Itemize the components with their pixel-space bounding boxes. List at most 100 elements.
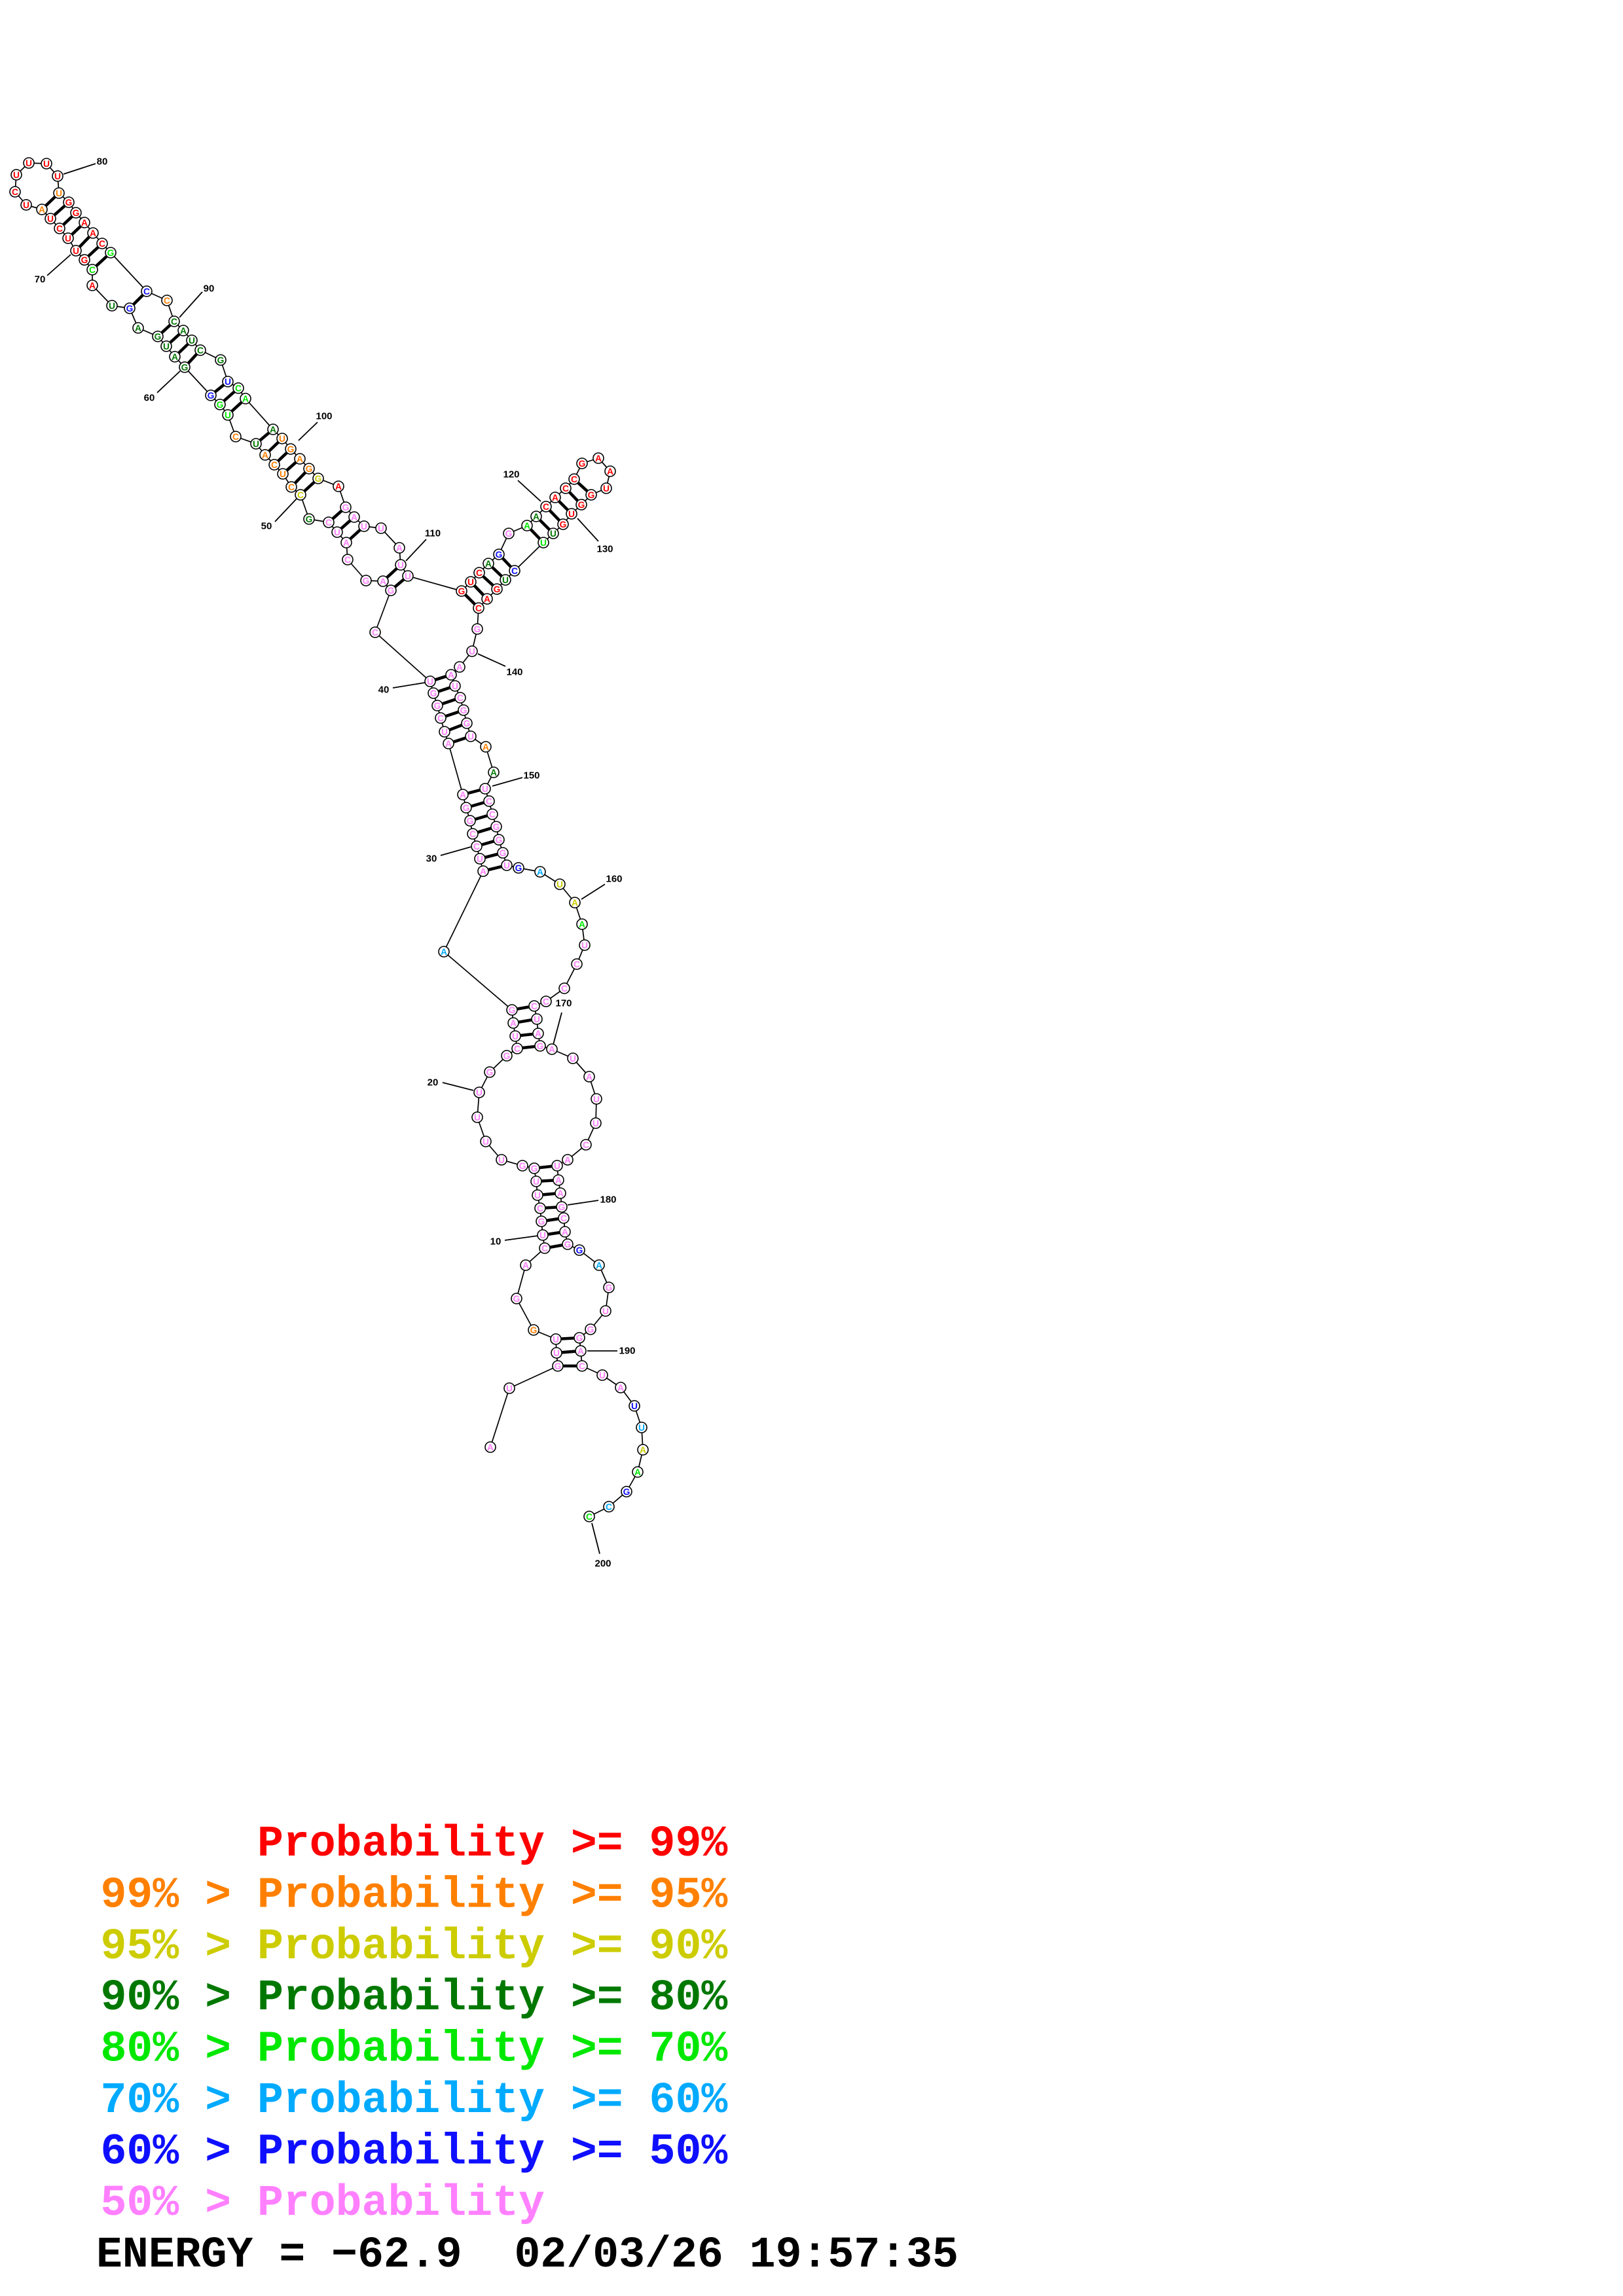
- svg-text:A: A: [262, 450, 268, 460]
- svg-text:U: U: [397, 560, 404, 570]
- svg-text:G: G: [342, 503, 350, 512]
- svg-text:G: G: [493, 822, 500, 832]
- svg-text:A: A: [549, 1045, 555, 1054]
- svg-text:U: U: [65, 234, 71, 243]
- svg-text:99% > Probability >= 95%: 99% > Probability >= 95%: [101, 1871, 728, 1920]
- svg-text:U: U: [54, 171, 61, 181]
- svg-text:U: U: [474, 1113, 481, 1122]
- svg-text:C: C: [511, 566, 518, 576]
- svg-text:C: C: [579, 1361, 585, 1371]
- svg-text:A: A: [483, 742, 489, 752]
- svg-text:G: G: [576, 1246, 583, 1255]
- svg-text:C: C: [372, 628, 378, 637]
- svg-text:U: U: [568, 509, 575, 519]
- svg-text:G: G: [315, 474, 322, 484]
- svg-text:C: C: [12, 187, 18, 197]
- svg-text:U: U: [467, 577, 474, 587]
- svg-text:U: U: [550, 529, 556, 539]
- svg-text:C: C: [288, 482, 295, 492]
- svg-text:U: U: [556, 880, 563, 889]
- svg-text:U: U: [43, 159, 50, 169]
- svg-text:U: U: [498, 1155, 505, 1165]
- svg-text:U: U: [599, 1371, 606, 1380]
- svg-text:U: U: [553, 1348, 560, 1358]
- svg-text:G: G: [126, 304, 134, 314]
- svg-text:110: 110: [425, 528, 441, 539]
- svg-text:U: U: [56, 188, 62, 198]
- svg-text:C: C: [489, 810, 496, 819]
- svg-text:G: G: [474, 624, 481, 634]
- svg-text:U: U: [570, 1054, 576, 1064]
- svg-text:U: U: [503, 861, 510, 870]
- svg-text:A: A: [335, 482, 342, 492]
- svg-text:G: G: [306, 514, 313, 524]
- svg-text:C: C: [271, 460, 278, 470]
- svg-text:130: 130: [596, 544, 613, 555]
- svg-text:G: G: [564, 1240, 572, 1249]
- svg-text:C: C: [143, 287, 150, 296]
- svg-text:A: A: [572, 898, 578, 908]
- svg-text:U: U: [534, 1191, 541, 1200]
- svg-text:G: G: [65, 198, 73, 207]
- svg-text:A: A: [445, 739, 452, 749]
- svg-text:U: U: [593, 1119, 599, 1128]
- svg-text:A: A: [634, 1467, 641, 1477]
- svg-text:U: U: [593, 1094, 600, 1104]
- svg-text:U: U: [467, 732, 474, 742]
- svg-text:U: U: [405, 571, 411, 581]
- svg-text:C: C: [344, 555, 351, 565]
- svg-text:G: G: [464, 719, 471, 728]
- svg-text:95% > Probability >= 90%: 95% > Probability >= 90%: [101, 1922, 728, 1971]
- svg-text:A: A: [595, 454, 602, 463]
- svg-text:G: G: [460, 706, 467, 715]
- svg-text:C: C: [586, 1512, 593, 1522]
- svg-text:A: A: [487, 1443, 494, 1452]
- svg-text:C: C: [469, 829, 476, 839]
- svg-text:G: G: [287, 444, 295, 454]
- svg-text:G: G: [363, 576, 370, 586]
- svg-text:160: 160: [606, 874, 622, 885]
- svg-text:A: A: [564, 1155, 571, 1165]
- svg-text:G: G: [576, 1333, 583, 1343]
- svg-text:U: U: [554, 1161, 560, 1171]
- svg-text:C: C: [583, 1140, 589, 1150]
- svg-text:U: U: [13, 170, 20, 180]
- svg-text:A: A: [180, 326, 187, 336]
- svg-text:70% > Probability >= 60%: 70% > Probability >= 60%: [101, 2076, 728, 2125]
- svg-text:140: 140: [506, 667, 522, 678]
- svg-text:C: C: [543, 502, 549, 512]
- svg-text:U: U: [334, 528, 340, 537]
- svg-text:G: G: [555, 1361, 562, 1371]
- svg-text:U: U: [603, 484, 610, 493]
- svg-text:20: 20: [428, 1077, 439, 1088]
- svg-text:C: C: [457, 693, 464, 703]
- svg-text:G: G: [107, 248, 115, 258]
- svg-text:C: C: [197, 346, 204, 355]
- svg-text:A: A: [555, 1175, 562, 1185]
- svg-text:U: U: [26, 158, 32, 168]
- svg-text:U: U: [47, 214, 54, 224]
- svg-text:A: A: [448, 670, 454, 680]
- svg-text:U: U: [533, 1177, 539, 1187]
- svg-text:A: A: [396, 543, 403, 553]
- svg-text:C: C: [606, 1502, 612, 1512]
- svg-text:A: A: [460, 790, 466, 800]
- svg-text:G: G: [434, 701, 441, 711]
- svg-text:C: C: [171, 317, 177, 327]
- svg-text:A: A: [242, 394, 249, 404]
- svg-text:A: A: [270, 425, 276, 435]
- svg-text:A: A: [172, 352, 178, 362]
- svg-text:A: A: [297, 454, 303, 464]
- svg-text:G: G: [430, 689, 437, 698]
- svg-text:A: A: [535, 1029, 541, 1039]
- svg-text:A: A: [485, 559, 492, 569]
- svg-text:A: A: [490, 768, 497, 778]
- svg-text:G: G: [463, 803, 470, 813]
- svg-text:U: U: [225, 410, 231, 420]
- svg-text:G: G: [519, 1161, 526, 1171]
- svg-text:ENERGY = −62.9 02/03/26 19:57: ENERGY = −62.9 02/03/26 19:57:35: [96, 2231, 958, 2280]
- svg-text:A: A: [81, 218, 88, 228]
- svg-text:A: A: [557, 1189, 564, 1198]
- svg-text:U: U: [477, 854, 483, 864]
- svg-text:U: U: [280, 469, 286, 479]
